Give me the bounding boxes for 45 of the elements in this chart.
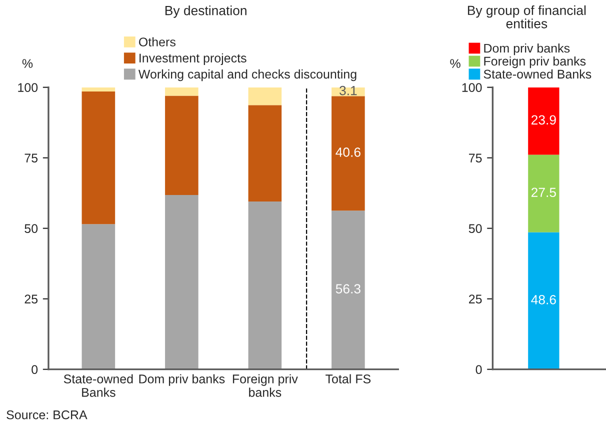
bar: [528, 154, 560, 232]
x-tick-label: Total FS: [326, 374, 371, 384]
y-axis-title: %: [450, 59, 460, 68]
y-tick-label: 100: [462, 83, 482, 92]
legend-label: Dom priv banks: [484, 43, 570, 56]
source-note: Source: BCRA: [6, 410, 88, 420]
data-label: 48.6: [531, 295, 556, 304]
bar: [248, 87, 282, 106]
legend-label: State-owned Banks: [484, 69, 592, 79]
x-tick-label: State-owned Banks: [64, 374, 133, 397]
y-axis-title: %: [22, 59, 33, 68]
data-label: 27.5: [532, 188, 556, 198]
bar: [82, 92, 116, 224]
legend-label: Foreign priv banks: [484, 56, 586, 68]
bar: [82, 87, 116, 92]
data-label: 23.9: [532, 115, 556, 125]
data-label: 40.6: [336, 148, 360, 157]
y-tick-label: 25: [468, 294, 482, 304]
bar: [165, 195, 198, 370]
bar: [248, 105, 282, 202]
chart-title: By destination: [165, 6, 246, 18]
y-tick-label: 75: [469, 154, 482, 162]
x-tick-label: Dom priv banks: [139, 374, 225, 386]
y-tick-label: 50: [24, 224, 38, 233]
data-label: 3.1: [340, 86, 357, 96]
bar: [332, 96, 365, 211]
bar: [165, 96, 198, 196]
bar: [248, 202, 282, 370]
bar: [332, 210, 365, 370]
bar: [82, 224, 116, 370]
y-tick-label: 0: [476, 365, 482, 374]
x-tick-label: Foreign priv banks: [232, 374, 298, 397]
y-tick-label: 75: [24, 154, 38, 162]
y-tick-label: 0: [32, 365, 38, 374]
legend-label: Others: [139, 37, 176, 46]
bar: [165, 87, 198, 96]
chart-title: By group of financial entities: [468, 5, 586, 28]
y-tick-label: 50: [468, 224, 482, 233]
legend-label: Investment projects: [140, 53, 246, 65]
y-tick-label: 25: [24, 294, 38, 304]
bar: [528, 232, 560, 370]
legend-label: Working capital and checks discounting: [138, 69, 356, 82]
y-tick-label: 100: [18, 83, 38, 92]
bar: [528, 87, 560, 155]
data-label: 56.3: [336, 284, 360, 294]
